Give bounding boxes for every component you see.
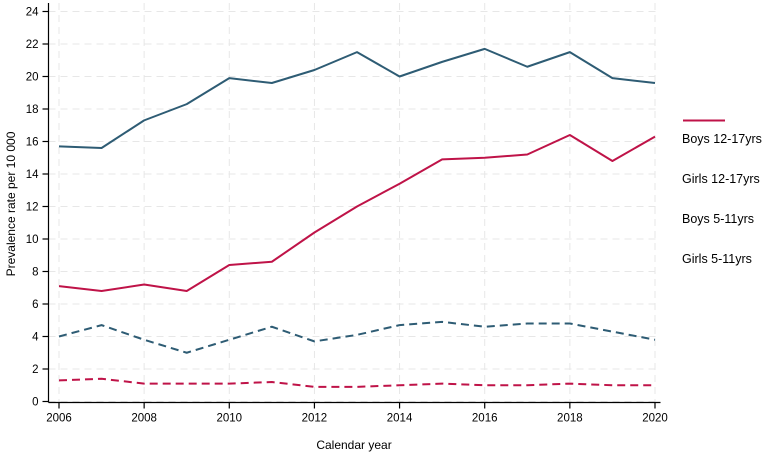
legend-item: Boys 5-11yrs [682,119,768,226]
x-axis-title: Calendar year [316,438,392,452]
x-tick-label: 2016 [472,413,498,425]
legend-item: Girls 5-11yrs [682,119,768,266]
legend-label: Boys 5-11yrs [682,212,755,226]
x-tick-label: 2018 [557,413,583,425]
series-line-boys-5-11yrs [58,320,656,354]
x-tick-label: 2010 [216,413,242,425]
y-tick-label: 24 [26,7,39,19]
y-tick-label: 14 [26,169,39,181]
legend-label: Girls 12-17yrs [682,172,760,186]
y-tick-label: 6 [32,299,38,311]
x-tick-label: 2014 [387,413,413,425]
series-line-girls-12-17yrs [58,134,656,292]
y-tick-label: 22 [26,39,39,51]
x-tick-label: 2012 [302,413,328,425]
y-axis-title: Prevalence rate per 10 000 [4,131,18,277]
series-line-girls-5-11yrs [58,377,655,388]
x-tick-label: 2020 [642,413,668,425]
y-tick-label: 4 [32,332,39,344]
y-tick-label: 18 [26,104,39,116]
y-tick-label: 20 [26,72,39,84]
legend-label: Girls 5-11yrs [682,252,752,266]
legend: Boys 12-17yrs Girls 12-17yrs Boys 5-11yrs G… [682,118,768,278]
y-tick-label: 16 [26,137,39,149]
x-tick-label: 2008 [131,413,157,425]
y-tick-label: 12 [26,202,39,214]
y-tick-label: 2 [32,364,38,376]
y-tick-label: 0 [32,397,38,409]
y-tick-label: 10 [26,234,39,246]
x-tick-label: 2006 [46,413,72,425]
legend-label: Boys 12-17yrs [682,132,762,146]
series-line-boys-12-17yrs [58,47,656,149]
legend-line-sample [683,119,725,122]
legend-item: Girls 12-17yrs [682,119,768,186]
y-tick-label: 8 [32,267,38,279]
